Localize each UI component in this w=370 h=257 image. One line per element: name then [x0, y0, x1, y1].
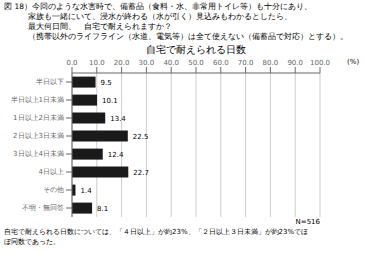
svg-text:0.0: 0.0 — [66, 59, 77, 67]
svg-text:4日以上: 4日以上 — [39, 168, 64, 176]
svg-text:10.1: 10.1 — [102, 97, 118, 105]
svg-text:その他: その他 — [43, 186, 64, 194]
svg-text:50.0: 50.0 — [188, 59, 204, 67]
svg-text:8.1: 8.1 — [97, 205, 108, 213]
html-text:自宅で耐えられる日数については、「４日以上」が約23%、「２: 自宅で耐えられる日数については、「４日以上」が約23%、「２日以上３日未満」が約… — [4, 228, 309, 246]
svg-text:1.4: 1.4 — [80, 187, 92, 195]
svg-text:半日以下: 半日以下 — [36, 78, 64, 86]
svg-text:9.5: 9.5 — [101, 79, 112, 87]
svg-text:1日以上2日未満: 1日以上2日未満 — [13, 114, 64, 122]
svg-text:13.4: 13.4 — [110, 115, 126, 123]
html-text:N=516: N=516 — [295, 218, 320, 226]
html-text:図 18）今回のような水害時で、備蓄品（食料・水、非常用トイ: 図 18）今回のような水害時で、備蓄品（食料・水、非常用トイレ等）も十分にあり、… — [4, 2, 348, 41]
svg-text:30.0: 30.0 — [139, 59, 155, 67]
svg-text:40.0: 40.0 — [163, 59, 179, 67]
svg-text:不明・無回答: 不明・無回答 — [22, 204, 64, 212]
svg-text:20.0: 20.0 — [114, 59, 130, 67]
svg-text:3日以上4日未満: 3日以上4日未満 — [13, 150, 64, 158]
svg-text:60.0: 60.0 — [213, 59, 229, 67]
html-text:自宅で耐えられる日数: 自宅で耐えられる日数 — [146, 44, 246, 55]
svg-text:22.7: 22.7 — [133, 169, 149, 177]
svg-text:2日以上3日未満: 2日以上3日未満 — [13, 132, 64, 140]
svg-text:10.0: 10.0 — [89, 59, 105, 67]
svg-text:100.0: 100.0 — [310, 59, 330, 67]
svg-text:70.0: 70.0 — [238, 59, 254, 67]
svg-text:12.4: 12.4 — [108, 151, 124, 159]
svg-text:80.0: 80.0 — [263, 59, 279, 67]
svg-text:90.0: 90.0 — [287, 59, 303, 67]
svg-text:半日以上1日未満: 半日以上1日未満 — [11, 96, 64, 104]
svg-text:22.5: 22.5 — [133, 133, 149, 141]
